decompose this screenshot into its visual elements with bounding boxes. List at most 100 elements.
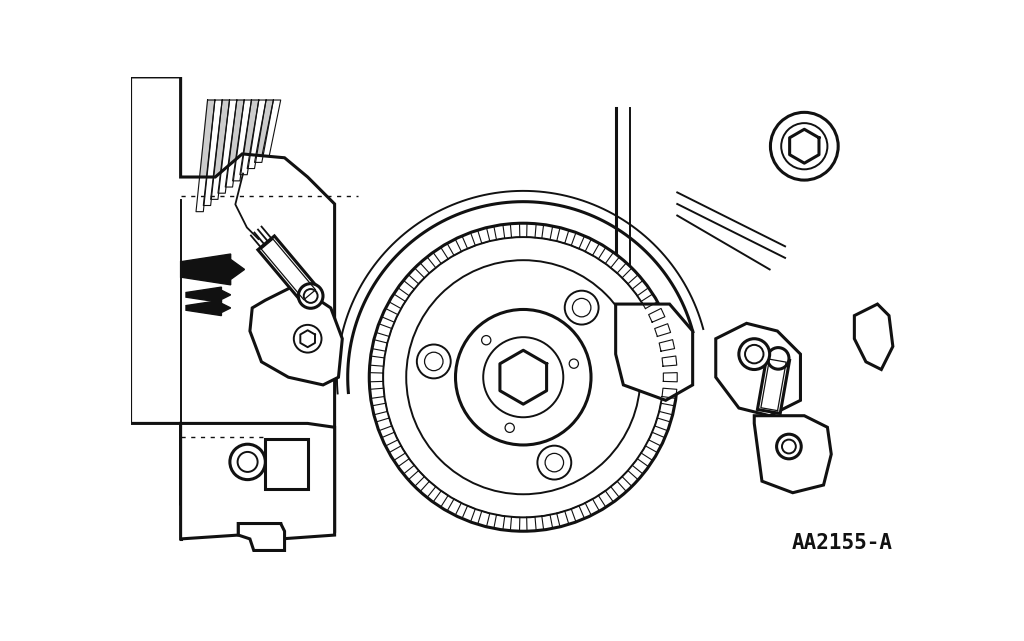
Polygon shape (510, 517, 520, 531)
Polygon shape (389, 446, 406, 460)
Circle shape (545, 453, 563, 472)
Polygon shape (433, 247, 449, 263)
Circle shape (407, 260, 640, 494)
Circle shape (294, 325, 322, 353)
Polygon shape (571, 506, 585, 522)
Polygon shape (623, 470, 638, 487)
Polygon shape (462, 506, 475, 522)
Polygon shape (585, 239, 599, 255)
Polygon shape (409, 268, 424, 284)
Polygon shape (648, 308, 665, 322)
Polygon shape (211, 100, 229, 199)
Polygon shape (186, 287, 230, 303)
Polygon shape (180, 424, 335, 539)
Polygon shape (447, 499, 462, 515)
Circle shape (425, 352, 443, 370)
Polygon shape (654, 418, 671, 431)
Polygon shape (510, 223, 520, 238)
Polygon shape (598, 247, 613, 263)
Polygon shape (225, 100, 244, 187)
Circle shape (767, 347, 788, 369)
Polygon shape (370, 388, 384, 399)
Polygon shape (854, 304, 893, 369)
Polygon shape (654, 324, 671, 337)
Polygon shape (659, 340, 675, 351)
Polygon shape (610, 481, 627, 497)
Polygon shape (255, 100, 273, 162)
Circle shape (298, 284, 323, 308)
Polygon shape (398, 459, 415, 474)
Polygon shape (376, 418, 392, 431)
Polygon shape (542, 224, 553, 240)
Polygon shape (632, 280, 648, 296)
Circle shape (304, 289, 317, 303)
Polygon shape (389, 294, 406, 308)
Circle shape (456, 310, 591, 445)
Polygon shape (557, 511, 569, 527)
Polygon shape (664, 372, 677, 382)
Circle shape (776, 434, 801, 459)
Circle shape (505, 423, 514, 433)
Circle shape (417, 344, 451, 378)
Polygon shape (462, 233, 475, 249)
Circle shape (481, 336, 490, 345)
Polygon shape (598, 491, 613, 507)
Polygon shape (641, 294, 657, 308)
Polygon shape (239, 524, 285, 551)
Polygon shape (663, 388, 677, 399)
Circle shape (483, 337, 563, 417)
Polygon shape (447, 239, 462, 255)
Circle shape (564, 290, 599, 324)
Polygon shape (557, 228, 569, 244)
Circle shape (739, 338, 770, 369)
Polygon shape (180, 254, 245, 285)
Polygon shape (250, 285, 342, 385)
Polygon shape (370, 372, 383, 382)
Polygon shape (542, 515, 553, 530)
Polygon shape (382, 432, 398, 446)
Polygon shape (258, 236, 318, 303)
Polygon shape (186, 300, 230, 315)
Polygon shape (755, 416, 831, 493)
Circle shape (572, 298, 591, 317)
Polygon shape (526, 517, 537, 531)
Circle shape (238, 452, 258, 472)
Polygon shape (641, 446, 657, 460)
Polygon shape (526, 223, 537, 238)
Circle shape (370, 223, 677, 531)
Polygon shape (409, 470, 424, 487)
Polygon shape (372, 340, 387, 351)
Polygon shape (477, 511, 489, 527)
Polygon shape (663, 356, 677, 366)
Polygon shape (494, 515, 505, 530)
Polygon shape (477, 228, 489, 244)
Polygon shape (240, 100, 259, 175)
Polygon shape (615, 304, 692, 401)
Text: AA2155-A: AA2155-A (792, 533, 892, 553)
Polygon shape (659, 403, 675, 415)
Polygon shape (632, 459, 648, 474)
Polygon shape (265, 439, 307, 489)
Circle shape (770, 112, 839, 180)
Polygon shape (648, 432, 665, 446)
Polygon shape (571, 233, 585, 249)
Polygon shape (433, 491, 449, 507)
Circle shape (383, 237, 664, 517)
Polygon shape (131, 77, 335, 531)
Circle shape (745, 345, 764, 363)
Polygon shape (382, 308, 398, 322)
Polygon shape (420, 257, 436, 273)
Circle shape (782, 440, 796, 453)
Polygon shape (716, 323, 801, 416)
Polygon shape (420, 481, 436, 497)
Polygon shape (585, 499, 599, 515)
Polygon shape (372, 403, 387, 415)
Polygon shape (610, 257, 627, 273)
Polygon shape (623, 268, 638, 284)
Circle shape (538, 445, 571, 479)
Polygon shape (196, 100, 215, 212)
Polygon shape (376, 324, 392, 337)
Polygon shape (398, 280, 415, 296)
Polygon shape (370, 356, 384, 366)
Circle shape (569, 359, 579, 369)
